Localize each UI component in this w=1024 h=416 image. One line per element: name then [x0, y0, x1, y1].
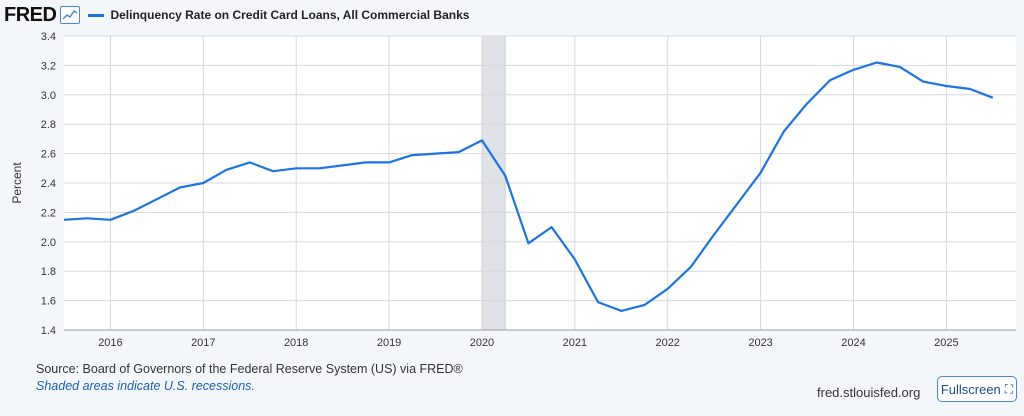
y-tick-label: 1.8	[41, 266, 56, 278]
line-graph-icon	[60, 6, 81, 24]
y-tick-label: 3.4	[41, 31, 56, 43]
series-line	[63, 61, 994, 312]
x-tick-label: 2018	[284, 337, 308, 349]
y-tick-label: 2.8	[41, 119, 56, 131]
x-tick-label: 2016	[98, 337, 122, 349]
y-tick-label: 2.2	[41, 207, 56, 219]
y-tick-label: 3.0	[41, 90, 56, 102]
recession-note: Shaded areas indicate U.S. recessions.	[36, 379, 255, 393]
chart-header: FRED Delinquency Rate on Credit Card Loa…	[4, 4, 469, 26]
x-tick-label: 2025	[934, 337, 958, 349]
x-tick-label: 2020	[470, 337, 494, 349]
fred-logo[interactable]: FRED	[4, 4, 57, 26]
site-url[interactable]: fred.stlouisfed.org	[817, 385, 921, 400]
y-axis-label: Percent	[10, 162, 24, 204]
source-note: Source: Board of Governors of the Federa…	[36, 362, 463, 376]
y-tick-label: 2.0	[41, 237, 56, 249]
fullscreen-icon: ⛶	[1004, 381, 1014, 396]
fullscreen-button[interactable]: Fullscreen ⛶	[937, 376, 1017, 402]
y-tick-label: 2.4	[41, 178, 56, 190]
x-tick-label: 2024	[841, 337, 865, 349]
x-tick-label: 2021	[563, 337, 587, 349]
y-tick-label: 1.6	[41, 296, 56, 308]
x-tick-label: 2019	[377, 337, 401, 349]
legend-label: Delinquency Rate on Credit Card Loans, A…	[110, 8, 470, 22]
line-chart: 1.4 1.6 1.8 2.0 2.2 2.4 2.6 2.8 3.0 3.2 3.4 2016 201…	[10, 31, 1016, 349]
y-tick-label: 3.2	[41, 60, 56, 72]
x-tick-label: 2023	[748, 337, 772, 349]
y-tick-label: 2.6	[41, 149, 56, 161]
x-tick-label: 2022	[655, 337, 679, 349]
chart-legend: Delinquency Rate on Credit Card Loans, A…	[88, 8, 469, 22]
legend-swatch	[88, 13, 105, 17]
y-tick-label: 1.4	[41, 325, 56, 337]
fullscreen-label: Fullscreen	[940, 381, 1001, 397]
x-tick-label: 2017	[191, 337, 215, 349]
